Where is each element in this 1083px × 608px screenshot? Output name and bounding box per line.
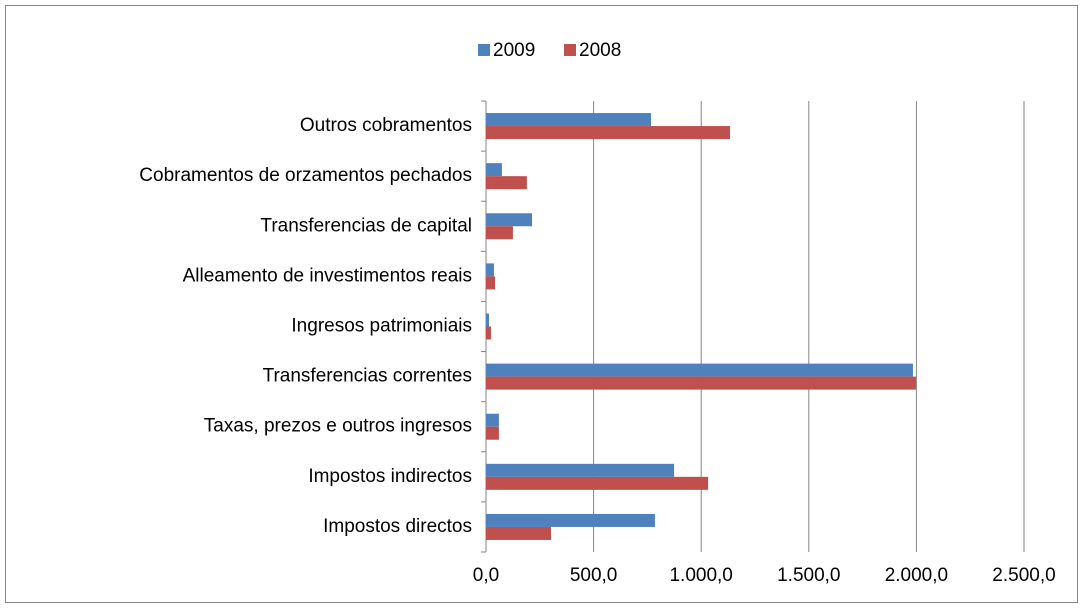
bar [486, 126, 731, 140]
legend-label: 2009 [493, 40, 535, 61]
x-tick-label: 2.000,0 [885, 565, 948, 586]
bar [486, 513, 655, 527]
x-tick-label: 500,0 [570, 565, 618, 586]
y-tick-label: Transferencias correntes [263, 366, 472, 387]
bar [486, 226, 513, 240]
bar [486, 526, 551, 540]
chart-frame [5, 5, 1078, 603]
y-tick-label: Cobramentos de orzamentos pechados [139, 165, 472, 186]
x-tick-label: 1.500,0 [777, 565, 840, 586]
bar [486, 176, 527, 190]
bar [486, 476, 709, 490]
legend-swatch [478, 44, 490, 56]
bar [486, 376, 916, 390]
y-tick-label: Impostos indirectos [308, 466, 472, 487]
bar [486, 413, 499, 427]
bar [486, 113, 652, 127]
x-tick-label: 2.500,0 [992, 565, 1055, 586]
bar [486, 326, 491, 340]
bar [486, 426, 499, 440]
x-tick-label: 1.000,0 [669, 565, 732, 586]
bar [486, 163, 502, 177]
y-tick-label: Alleamento de investimentos reais [183, 265, 472, 286]
bar [486, 313, 490, 327]
y-tick-label: Transferencias de capital [260, 215, 472, 236]
y-tick-label: Impostos directos [323, 516, 472, 537]
bar [486, 213, 533, 227]
legend-swatch [564, 44, 576, 56]
y-tick-label: Outros cobramentos [300, 115, 472, 136]
y-tick-label: Taxas, prezos e outros ingresos [204, 416, 472, 437]
legend-label: 2008 [579, 40, 621, 61]
y-tick-label: Ingresos patrimoniais [291, 316, 472, 337]
x-tick-label: 0,0 [473, 565, 499, 586]
bar [486, 263, 494, 277]
bar [486, 463, 675, 477]
bar [486, 363, 913, 377]
bar [486, 276, 496, 290]
